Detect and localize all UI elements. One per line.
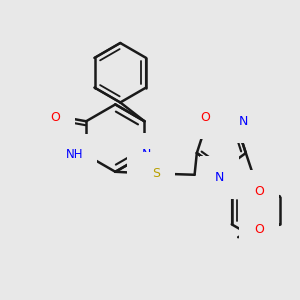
Text: O: O <box>254 223 264 236</box>
Text: O: O <box>50 111 60 124</box>
Text: S: S <box>152 167 160 180</box>
Text: O: O <box>200 111 210 124</box>
Text: N: N <box>239 115 248 128</box>
Text: N: N <box>142 148 151 161</box>
Text: O: O <box>254 185 264 198</box>
Text: N: N <box>215 171 224 184</box>
Text: NH: NH <box>66 148 83 161</box>
